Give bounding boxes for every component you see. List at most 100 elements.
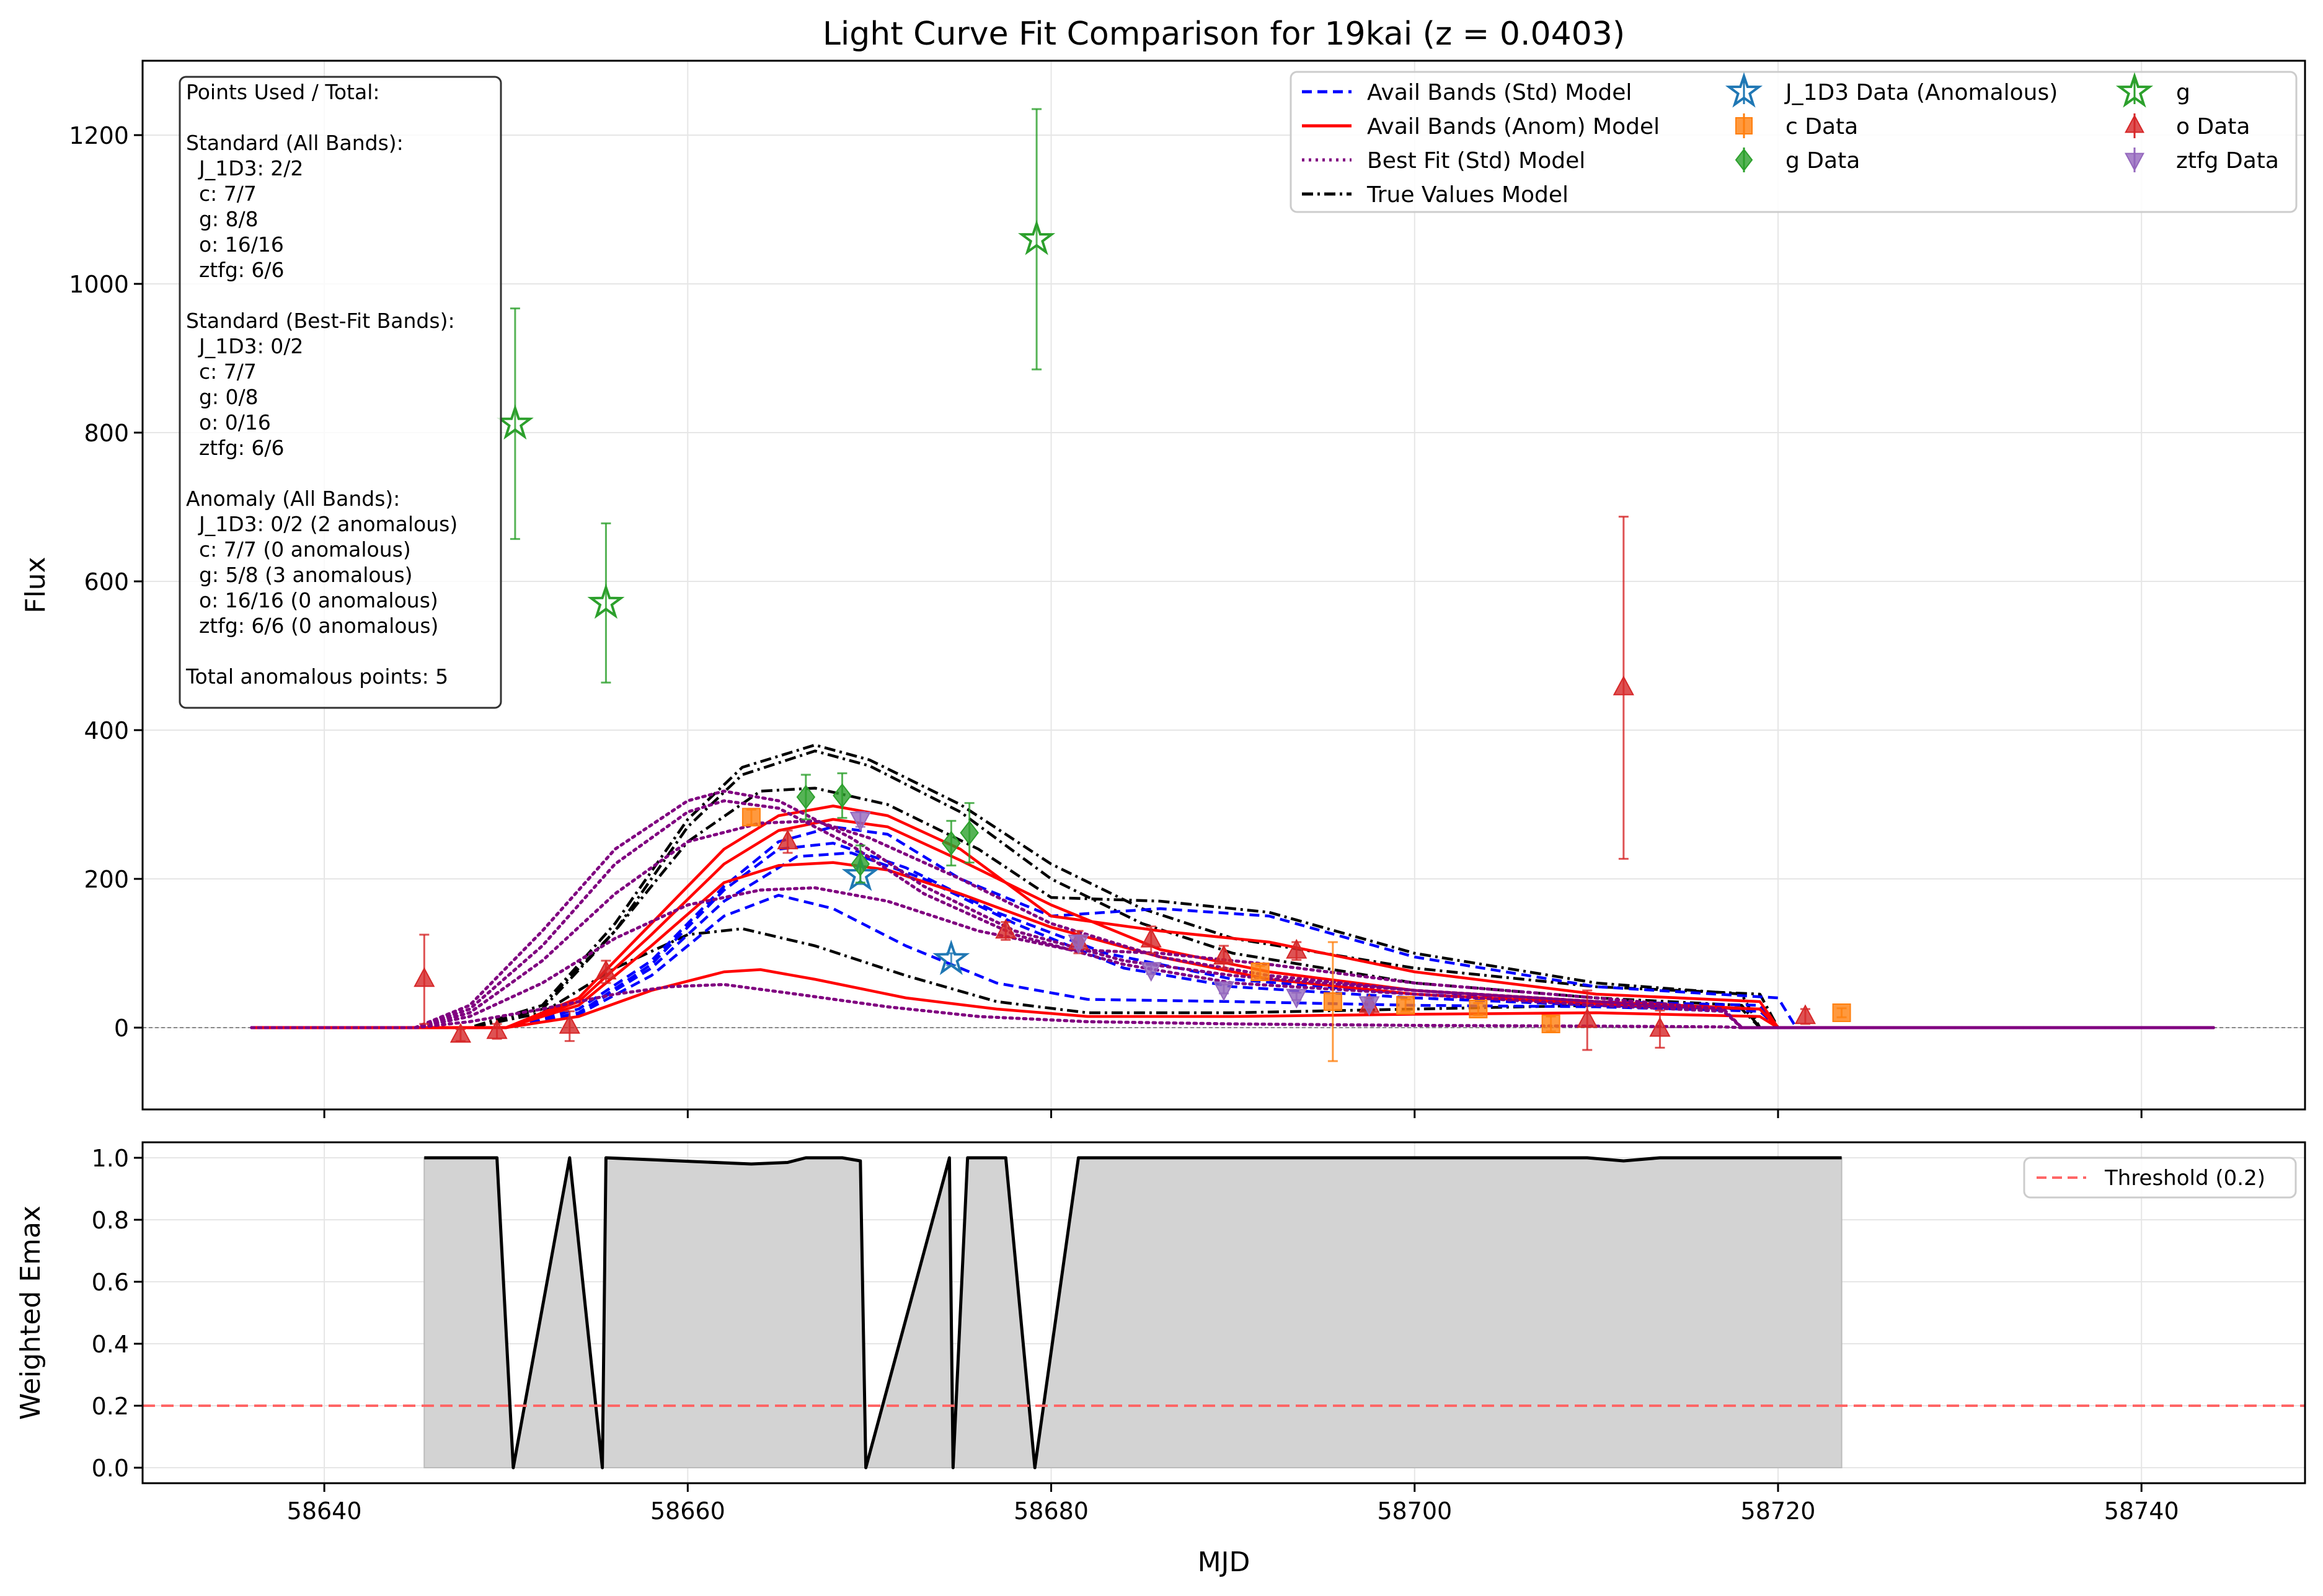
legend-label: o Data bbox=[2176, 114, 2250, 139]
model-curve-4 bbox=[251, 825, 1798, 1029]
data-point-o-18 bbox=[449, 1023, 472, 1043]
data-point-ztfg-36 bbox=[1213, 981, 1235, 1002]
threshold-legend: Threshold (0.2) bbox=[2037, 1166, 2265, 1191]
data-point-g-9 bbox=[796, 785, 816, 809]
model-curve-11 bbox=[251, 968, 1779, 1029]
y-tick-label: 800 bbox=[84, 420, 129, 447]
info-line: Standard (All Bands): bbox=[186, 131, 404, 155]
x-tick-label: 58660 bbox=[650, 1497, 725, 1525]
info-line: ztfg: 6/6 (0 anomalous) bbox=[186, 614, 438, 638]
legend-label: True Values Model bbox=[1366, 182, 1569, 208]
model-curve-10 bbox=[251, 861, 1779, 1029]
data-point-o-25 bbox=[1140, 927, 1162, 948]
y-tick-label: 0.8 bbox=[92, 1207, 129, 1234]
data-point-g-11 bbox=[851, 852, 870, 876]
data-point-g-10 bbox=[833, 783, 852, 808]
bottom-x-ticks: 58640 58660 58680 58700 58720 58740 bbox=[287, 1483, 2179, 1525]
info-line: o: 0/16 bbox=[186, 410, 271, 434]
model-curve-3 bbox=[251, 927, 2215, 1029]
info-box bbox=[179, 76, 502, 709]
x-tick-label: 58700 bbox=[1377, 1497, 1452, 1525]
x-tick-label: 58640 bbox=[287, 1497, 362, 1525]
y-tick-label: 0.0 bbox=[92, 1455, 129, 1482]
legend-label: Avail Bands (Anom) Model bbox=[1367, 114, 1660, 139]
legend-swatch bbox=[2125, 152, 2144, 172]
data-point-g-13 bbox=[960, 820, 979, 845]
data-point-o-32 bbox=[1794, 1004, 1816, 1025]
data-point-g-12 bbox=[942, 831, 961, 856]
data-point-o-31 bbox=[1649, 1016, 1671, 1037]
info-line: ztfg: 6/6 bbox=[186, 258, 285, 282]
info-line: Standard (Best-Fit Bands): bbox=[186, 309, 455, 333]
model-curve-15 bbox=[250, 886, 2216, 1029]
model-curve-14 bbox=[250, 819, 2216, 1029]
data-point-o-19 bbox=[486, 1019, 508, 1039]
chart-title: Light Curve Fit Comparison for 19kai (z … bbox=[823, 15, 1625, 53]
y-tick-label: 0.4 bbox=[92, 1331, 129, 1358]
info-box-text: Points Used / Total: Standard (All Bands… bbox=[185, 80, 458, 689]
info-line: o: 16/16 (0 anomalous) bbox=[186, 588, 438, 612]
legend-label: Best Fit (Std) Model bbox=[1367, 148, 1585, 174]
top-y-ticks: 0 200 400 600 800 1000 1200 bbox=[69, 122, 143, 1042]
info-line bbox=[186, 639, 193, 663]
data-point-g-14 bbox=[496, 404, 534, 440]
info-line bbox=[186, 283, 193, 307]
info-line: c: 7/7 bbox=[186, 182, 257, 206]
info-line: g: 5/8 (3 anomalous) bbox=[186, 563, 413, 587]
data-point-c-3 bbox=[1250, 963, 1270, 981]
legend-label: c Data bbox=[1785, 114, 1858, 139]
data-point-o-17 bbox=[414, 967, 435, 987]
x-tick-label: 58680 bbox=[1014, 1497, 1089, 1525]
data-point-o-26 bbox=[1213, 945, 1235, 965]
y-tick-label: 400 bbox=[84, 717, 129, 744]
model-curve-13 bbox=[250, 799, 2216, 1029]
info-line: Total anomalous points: 5 bbox=[185, 664, 448, 689]
data-point-o-29 bbox=[1577, 1008, 1598, 1028]
info-line: c: 7/7 (0 anomalous) bbox=[186, 537, 411, 562]
data-point-ztfg-37 bbox=[1286, 989, 1308, 1009]
bottom-panel: 0.00.20.40.60.81.0 58640 58660 58680 58700 5… bbox=[15, 1141, 2306, 1578]
y-tick-label: 1200 bbox=[69, 122, 129, 149]
legend-swatch bbox=[1735, 148, 1753, 172]
data-point-c-6 bbox=[1469, 1000, 1488, 1018]
x-tick-label: 58740 bbox=[2104, 1497, 2179, 1525]
bottom-y-axis-label: Weighted Emax bbox=[15, 1206, 46, 1420]
info-line: ztfg: 6/6 bbox=[186, 436, 285, 460]
data-point-o-20 bbox=[559, 1013, 580, 1034]
threshold-legend-box bbox=[2023, 1157, 2297, 1199]
data-point-o-30 bbox=[1613, 675, 1634, 695]
info-line: J_1D3: 2/2 bbox=[186, 156, 303, 180]
legend-label: ztfg Data bbox=[2176, 148, 2279, 174]
data-point-c-8 bbox=[1832, 1003, 1851, 1022]
top-x-ticks bbox=[323, 1109, 2143, 1118]
data-point-c-7 bbox=[1541, 1015, 1560, 1033]
legend-swatch bbox=[2115, 72, 2154, 108]
data-point-ztfg-35 bbox=[1140, 962, 1162, 982]
info-line: g: 0/8 bbox=[186, 385, 259, 409]
data-point-c-5 bbox=[1396, 996, 1415, 1015]
bottom-y-ticks: 0.0 0.2 0.4 0.6 0.8 1.0 bbox=[92, 1145, 143, 1482]
y-tick-label: 1000 bbox=[69, 271, 129, 298]
data-point-ztfg-38 bbox=[1358, 996, 1380, 1016]
legend-label: Avail Bands (Std) Model bbox=[1367, 80, 1632, 105]
emax-series bbox=[143, 1156, 2305, 1470]
info-line bbox=[186, 105, 193, 130]
data-point-o-22 bbox=[777, 829, 799, 850]
x-axis-label: MJD bbox=[1198, 1546, 1250, 1578]
y-tick-label: 0.2 bbox=[92, 1393, 129, 1420]
data-point-g-16 bbox=[1018, 219, 1056, 255]
legend-swatch bbox=[1735, 117, 1753, 134]
y-tick-label: 1.0 bbox=[92, 1145, 129, 1172]
top-axes-frame bbox=[141, 60, 2306, 1111]
y-tick-label: 0 bbox=[114, 1015, 129, 1042]
info-line: o: 16/16 bbox=[186, 232, 284, 257]
info-line: Points Used / Total: bbox=[186, 80, 380, 104]
data-point-o-21 bbox=[595, 959, 617, 980]
emax-line bbox=[424, 1156, 1842, 1470]
top-panel: 0 200 400 600 800 1000 1200 Light Curve Fit Co… bbox=[20, 15, 2306, 1118]
y-tick-label: 0.6 bbox=[92, 1269, 129, 1296]
x-tick-label: 58720 bbox=[1741, 1497, 1816, 1525]
data-point-c-4 bbox=[1323, 992, 1342, 1011]
data-point-o-23 bbox=[995, 919, 1017, 939]
